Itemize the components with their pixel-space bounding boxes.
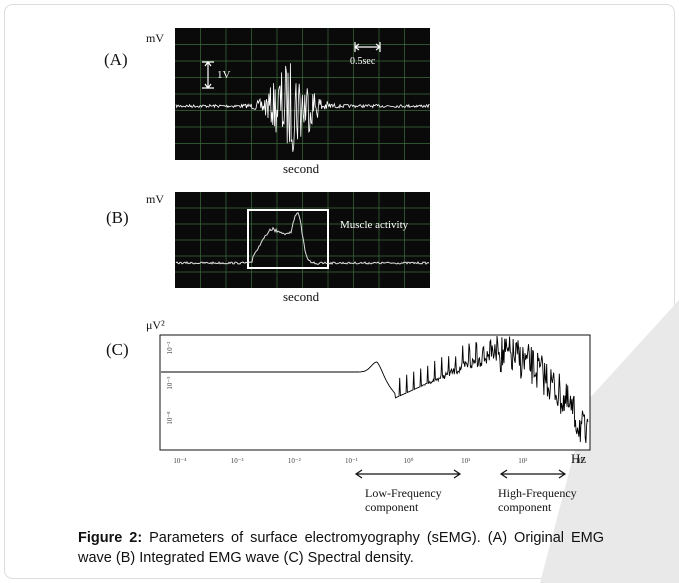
- x-label: second: [283, 289, 319, 305]
- panel-label: (A): [104, 50, 128, 70]
- unit-label: mV: [146, 31, 164, 46]
- band-label: High-Frequency component: [498, 486, 588, 514]
- unit-label: μV²: [146, 318, 165, 333]
- x-label: second: [283, 161, 319, 177]
- x-unit: Hz: [571, 451, 586, 467]
- y-tick-label: 10⁻⁸: [166, 411, 174, 425]
- x-tick-label: 10⁻¹: [345, 457, 358, 465]
- panel-c-plot: [160, 335, 590, 450]
- caption-text: Parameters of surface electromyography (…: [78, 530, 604, 566]
- x-tick-label: 10⁻²: [288, 457, 301, 465]
- x-tick-label: 10⁻³: [231, 457, 244, 465]
- panel-label: (C): [106, 340, 129, 360]
- activity-label: Muscle activity: [340, 219, 409, 231]
- panel-label: (B): [106, 208, 129, 228]
- x-tick-label: 10⁻⁴: [173, 457, 187, 465]
- x-tick-label: 10⁰: [404, 457, 414, 465]
- scale-t: 0.5sec: [350, 56, 376, 67]
- y-tick-label: 10⁻⁵: [166, 376, 174, 390]
- x-tick-label: 10¹: [461, 457, 470, 465]
- c-y-ticks: 10⁻² 10⁻⁵ 10⁻⁸: [166, 342, 174, 425]
- band-label: Low-Frequency component: [365, 486, 465, 514]
- caption-label: Figure 2:: [78, 530, 142, 546]
- caption: Figure 2: Parameters of surface electrom…: [78, 528, 604, 568]
- scale-v: 1V: [217, 69, 231, 81]
- x-tick-label: 10²: [518, 457, 527, 465]
- unit-label: mV: [146, 192, 164, 207]
- figure-page: 1V 0.5sec Muscle activity 10⁻² 10⁻⁵ 10⁻⁸ 1…: [0, 0, 679, 583]
- y-tick-label: 10⁻²: [166, 342, 174, 355]
